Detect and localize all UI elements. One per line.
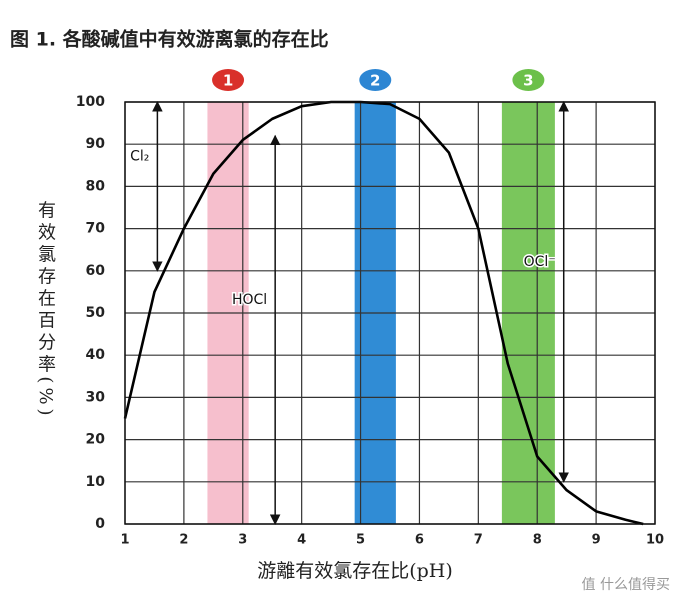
x-tick-label: 5 [356, 533, 365, 548]
curve [123, 100, 644, 526]
x-tick-label: 8 [533, 533, 542, 548]
x-tick-label: 3 [238, 533, 247, 548]
y-tick-label: 90 [86, 136, 106, 152]
band-badge [212, 69, 245, 91]
band-badge-label: 3 [523, 72, 533, 90]
x-tick-label: 1 [120, 533, 129, 548]
y-tick-label: 60 [86, 263, 106, 279]
x-tick-label: 9 [592, 533, 601, 548]
x-tick-label: 10 [646, 533, 664, 548]
watermark: 值 什么值得买 [582, 576, 670, 593]
band-badge-label: 2 [370, 72, 380, 90]
band-badge-label: 1 [223, 72, 233, 90]
y-tick-label: 10 [86, 474, 106, 490]
arrow-label: Cl₂ [130, 148, 149, 164]
y-tick-label: 40 [86, 347, 106, 363]
x-tick-label: 2 [179, 533, 188, 548]
y-tick-label: 20 [86, 432, 106, 448]
y-tick-label: 80 [86, 178, 106, 194]
chart-title: 图 1. 各酸碱值中有效游离氯的存在比 [10, 28, 329, 51]
plot-frame [124, 101, 656, 525]
x-tick-label: 6 [415, 533, 424, 548]
y-tick-label: 0 [95, 516, 105, 532]
y-tick-label: 70 [86, 221, 106, 237]
x-tick-label: 7 [474, 533, 483, 548]
band-badge [359, 69, 392, 91]
band-badge [512, 69, 545, 91]
y-axis-label: 有效氯存在百分率(%) [35, 200, 56, 419]
x-axis-label: 游離有效氯存在比(pH) [257, 560, 453, 582]
arrow-label: HOCl [232, 292, 267, 308]
y-tick-label: 50 [86, 305, 106, 321]
arrow-label: OCl⁻ [524, 254, 556, 270]
y-tick-label: 100 [76, 94, 105, 110]
x-tick-label: 4 [297, 533, 306, 548]
y-tick-label: 30 [86, 389, 106, 405]
